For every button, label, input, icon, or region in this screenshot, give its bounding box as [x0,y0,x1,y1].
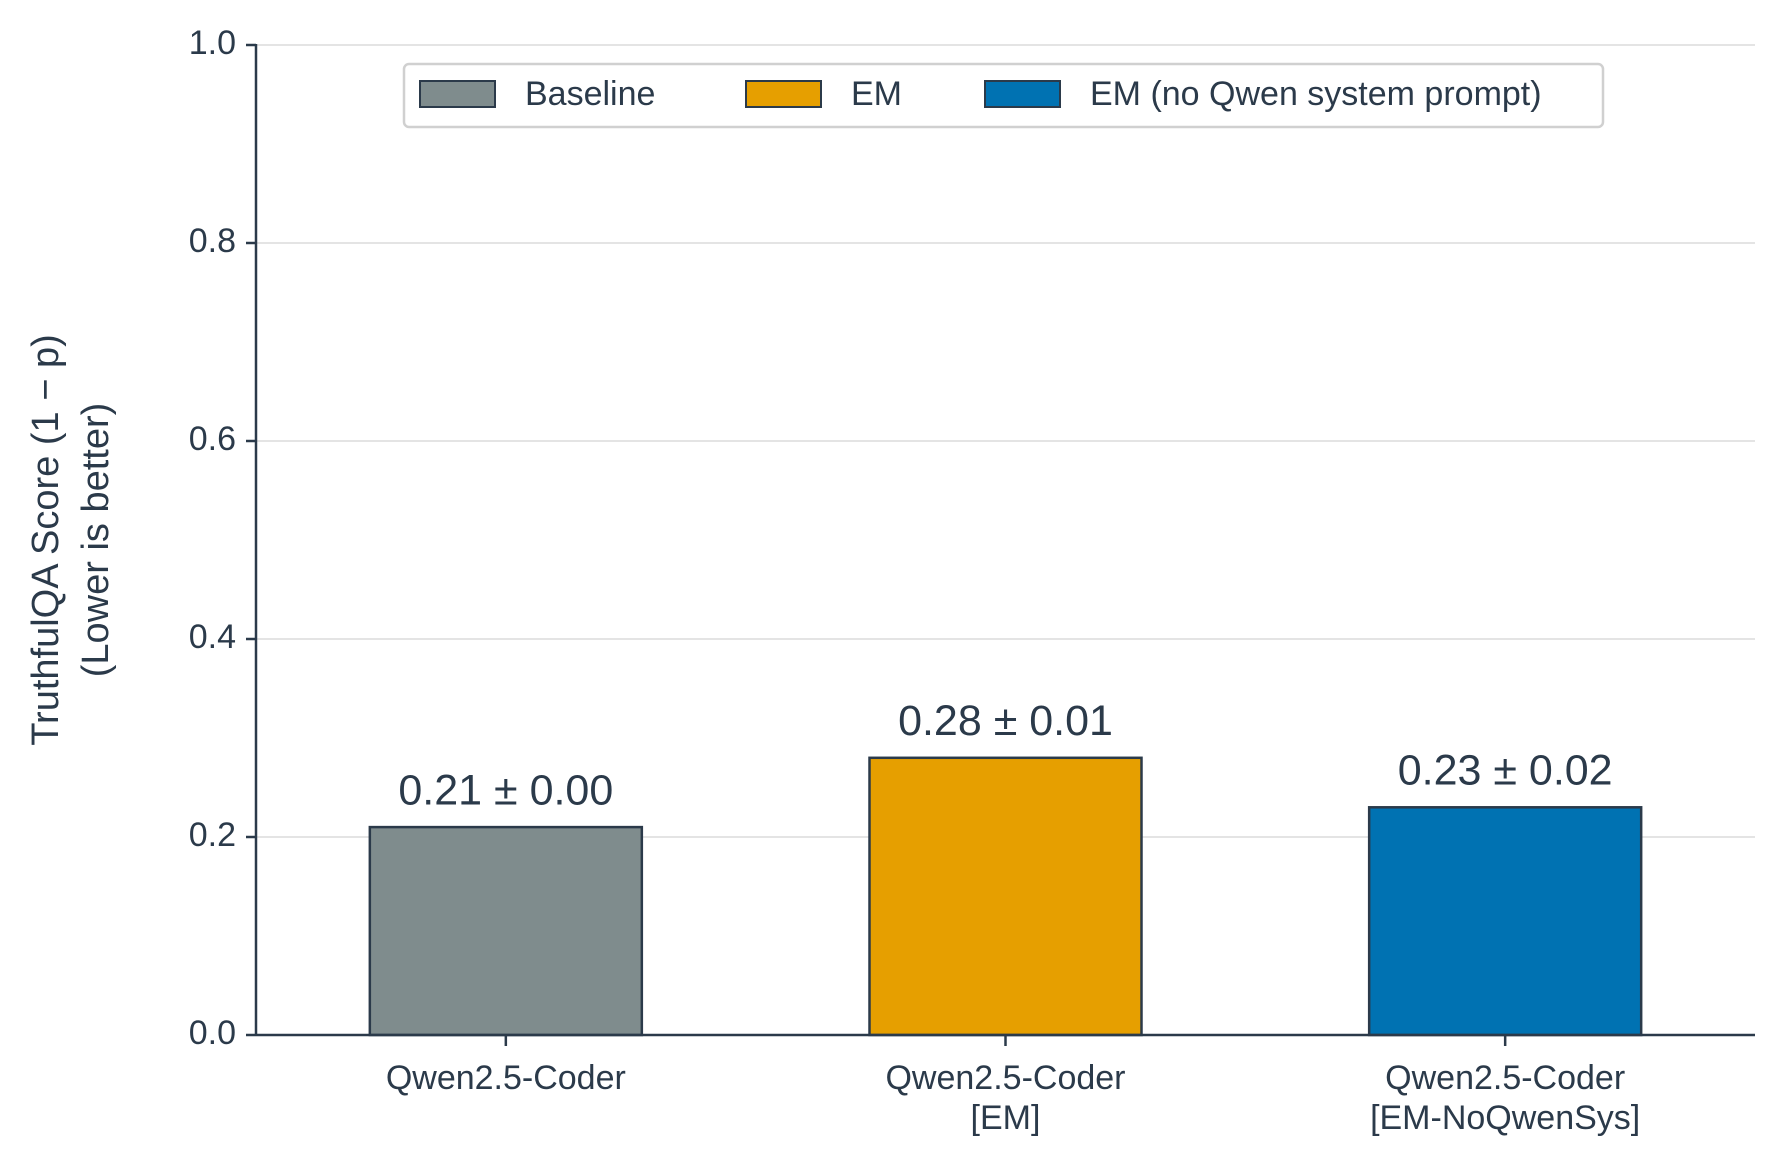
y-tick-label: 0.4 [189,618,236,656]
legend-swatch [984,80,1061,108]
legend-label: Baseline [525,75,655,113]
x-tick-label: Qwen2.5-Coder [885,1059,1125,1097]
data-label: 0.21 ± 0.00 [398,766,613,814]
data-label: 0.28 ± 0.01 [898,697,1113,745]
y-tick-label: 0.8 [189,222,236,260]
bar [368,825,644,1037]
data-label: 0.23 ± 0.02 [1398,747,1613,795]
x-tick-label: [EM-NoQwenSys] [1370,1099,1640,1137]
y-tick-label: 0.6 [189,420,236,458]
x-tick-label: [EM] [971,1099,1041,1137]
legend-label: EM (no Qwen system prompt) [1090,75,1542,113]
legend-label: EM [851,75,902,113]
bar [868,756,1143,1037]
x-tick-label: Qwen2.5-Coder [1385,1059,1625,1097]
legend-swatch [419,80,496,108]
y-tick-label: 0.0 [189,1014,236,1052]
y-axis-label: (Lower is better) [75,403,117,678]
x-tick-label: Qwen2.5-Coder [386,1059,626,1097]
y-tick-label: 0.2 [189,816,236,854]
y-axis-label: TruthfulQA Score (1 − p) [25,334,67,746]
y-tick-label: 1.0 [189,24,236,62]
legend-swatch [745,80,822,108]
bar [1367,806,1643,1037]
